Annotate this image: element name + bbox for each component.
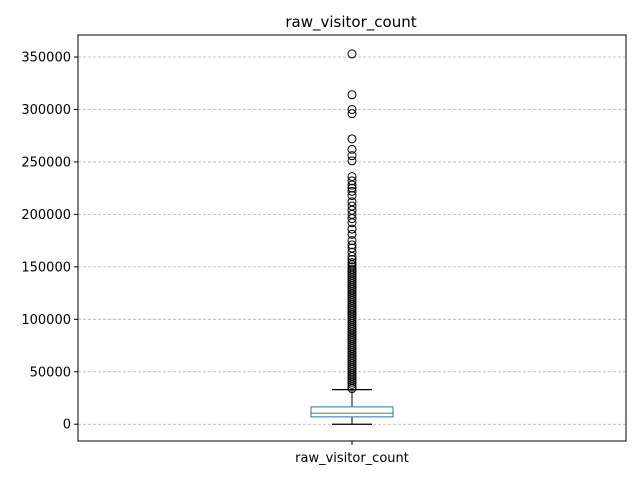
grid-lines	[78, 56, 626, 425]
outlier-point	[347, 236, 357, 246]
outlier-points	[347, 49, 357, 394]
outlier-point	[347, 144, 357, 154]
outlier-point	[347, 247, 357, 257]
y-tick-label: 300000	[21, 103, 71, 118]
outlier-point	[347, 214, 357, 224]
outlier-point	[347, 90, 357, 100]
outlier-point	[347, 377, 357, 387]
y-tick-label: 150000	[21, 260, 71, 275]
y-tick-label: 350000	[21, 51, 71, 66]
outlier-point	[347, 134, 357, 144]
y-tick-label: 0	[63, 418, 71, 433]
box-plot	[310, 388, 394, 425]
outlier-point	[347, 240, 357, 250]
outlier-point	[347, 49, 357, 59]
outlier-point	[347, 180, 357, 190]
outlier-point	[347, 183, 357, 193]
outlier-point	[347, 186, 357, 196]
outlier-point	[347, 151, 357, 161]
outlier-point	[347, 384, 357, 394]
outlier-point	[347, 191, 357, 201]
y-tick-label: 250000	[21, 155, 71, 170]
outlier-point	[347, 381, 357, 391]
y-tick-label: 50000	[30, 365, 71, 380]
outlier-point	[347, 224, 357, 234]
y-tick-label: 200000	[21, 208, 71, 223]
outlier-point	[347, 156, 357, 166]
outlier-point	[347, 229, 357, 239]
outlier-point	[347, 255, 357, 265]
x-tick-label: raw_visitor_count	[295, 451, 409, 466]
outlier-point	[347, 176, 357, 186]
outlier-point	[347, 104, 357, 114]
outlier-point	[347, 109, 357, 119]
iqr-box	[310, 406, 394, 418]
chart-title: raw_visitor_count	[285, 13, 416, 32]
outlier-point	[347, 218, 357, 228]
x-axis-ticks: raw_visitor_count	[295, 441, 409, 466]
y-tick-label: 100000	[21, 313, 71, 328]
outlier-point	[347, 379, 357, 389]
y-axis-ticks: 0 50000 100000 150000 200000 250000 300000 3500…	[21, 51, 78, 433]
